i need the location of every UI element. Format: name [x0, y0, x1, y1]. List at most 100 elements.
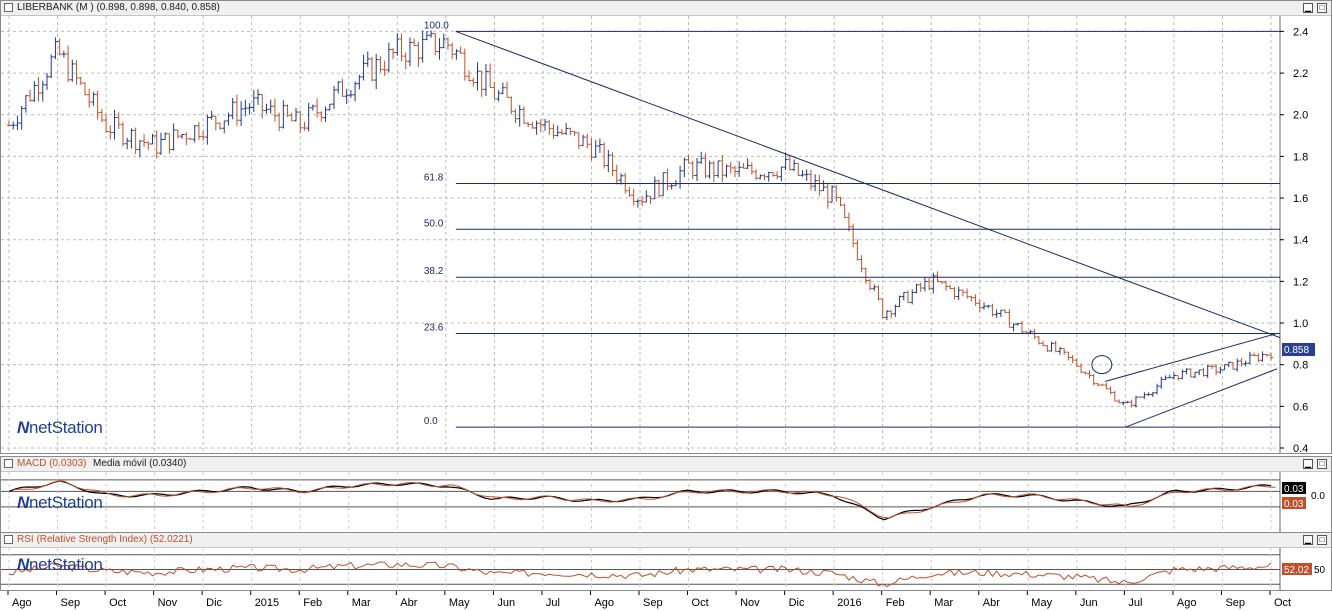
ohlc-bar — [150, 133, 155, 145]
ohlc-bar — [171, 123, 176, 151]
ohlc-bar — [500, 82, 505, 95]
ohlc-bar — [884, 310, 889, 321]
ohlc-bar — [981, 302, 986, 310]
ohlc-bar — [268, 99, 273, 114]
ohlc-bar — [323, 106, 328, 122]
ohlc-bar — [437, 38, 442, 60]
ohlc-bar — [555, 125, 560, 137]
price-panel: LIBERBANK (M ) (0.898, 0.898, 0.840, 0.8… — [0, 0, 1332, 454]
ohlc-bar — [737, 161, 742, 177]
ohlc-bar — [289, 112, 294, 122]
rsi-panel-header: RSI (Relative Strength Index) (52.0221) … — [1, 533, 1331, 548]
ohlc-bar — [471, 77, 476, 87]
ohlc-bar — [277, 112, 282, 132]
panel-menu-icon[interactable] — [4, 459, 13, 468]
ohlc-bar — [817, 174, 822, 196]
ohlc-bar — [281, 100, 286, 129]
ohlc-bar — [901, 291, 906, 301]
ohlc-bar — [1028, 329, 1033, 334]
ohlc-bar — [690, 160, 695, 180]
rsi-y-tick: 50 — [1314, 565, 1326, 576]
ohlc-bar — [1155, 383, 1160, 395]
ohlc-bar — [813, 174, 818, 192]
ohlc-bar — [331, 85, 336, 109]
y-tick-label: 2.4 — [1293, 26, 1308, 38]
ohlc-bar — [36, 77, 41, 102]
minimize-button[interactable]: ▁ — [1303, 459, 1313, 469]
ohlc-bar — [1176, 374, 1181, 381]
ohlc-bar — [129, 128, 134, 149]
y-tick-label: 1.8 — [1293, 151, 1308, 163]
ohlc-bar — [534, 120, 539, 135]
ohlc-bar — [969, 295, 974, 302]
panel-menu-icon[interactable] — [4, 3, 13, 12]
fib-label: 100.0 — [424, 20, 449, 31]
macd-chart: 0.03 0.03 0.0 — [1, 472, 1325, 533]
ohlc-bar — [779, 166, 784, 182]
ohlc-bar — [1205, 364, 1210, 378]
macd-value-1: 0.03 — [1284, 484, 1304, 495]
ohlc-bar — [547, 119, 552, 136]
ohlc-bar — [146, 141, 151, 151]
ohlc-bar — [1159, 376, 1164, 389]
ohlc-bar — [120, 122, 125, 147]
ohlc-bar — [834, 185, 839, 202]
ohlc-bar — [310, 104, 315, 111]
ohlc-bar — [830, 185, 835, 203]
maximize-button[interactable]: □ — [1317, 535, 1327, 545]
maximize-button[interactable]: □ — [1317, 459, 1327, 469]
ohlc-bar — [1066, 351, 1071, 361]
ohlc-bar — [644, 190, 649, 203]
panel-menu-icon[interactable] — [4, 535, 13, 544]
highlight-ellipse — [1091, 355, 1113, 375]
ohlc-bar — [66, 45, 71, 82]
ohlc-bar — [336, 81, 341, 94]
ohlc-bar — [825, 182, 830, 209]
ohlc-bar — [184, 132, 189, 146]
ohlc-bar — [15, 115, 20, 131]
ohlc-bar — [804, 169, 809, 181]
ohlc-bar — [49, 54, 54, 79]
ohlc-bar — [412, 38, 417, 47]
ohlc-bar — [1079, 363, 1084, 373]
rsi-title: RSI (Relative Strength Index) (52.0221) — [17, 534, 193, 545]
minimize-button[interactable]: ▁ — [1303, 535, 1313, 545]
ohlc-bar — [568, 127, 573, 136]
ohlc-bar — [897, 295, 902, 308]
ohlc-bar — [78, 76, 83, 86]
y-tick-label: 2.2 — [1293, 68, 1308, 80]
ohlc-bar — [648, 195, 653, 204]
ohlc-bar — [863, 267, 868, 284]
ohlc-bar — [378, 56, 383, 73]
logo-text: netStation — [28, 418, 103, 437]
ohlc-bar — [315, 98, 320, 118]
logo-text: netStation — [28, 493, 103, 512]
ohlc-bar — [424, 31, 429, 41]
y-tick-label: 0.4 — [1293, 443, 1308, 454]
minimize-button[interactable]: ▁ — [1303, 3, 1313, 13]
ohlc-bar — [711, 160, 716, 183]
ohlc-bar — [977, 299, 982, 312]
ohlc-bar — [960, 289, 965, 297]
ohlc-bar — [513, 109, 518, 123]
ohlc-bar — [585, 133, 590, 149]
ohlc-bar — [1112, 390, 1117, 402]
fib-label: 23.6 — [424, 322, 444, 333]
ohlc-bar — [230, 97, 235, 120]
maximize-button[interactable]: □ — [1317, 3, 1327, 13]
ohlc-bar — [441, 33, 446, 49]
logo-mark: N — [17, 418, 29, 437]
ohlc-bar — [1231, 361, 1236, 370]
ohlc-bar — [821, 180, 826, 192]
ohlc-bar — [175, 129, 180, 139]
ohlc-bar — [581, 134, 586, 147]
ohlc-bar — [572, 130, 577, 136]
ohlc-bar — [1180, 369, 1185, 380]
ohlc-bar — [53, 37, 58, 60]
x-tick-label: May — [1031, 597, 1052, 609]
ohlc-bar — [846, 212, 851, 232]
x-tick-label: 2016 — [837, 597, 861, 609]
ohlc-bar — [559, 129, 564, 136]
ohlc-bar — [180, 133, 185, 139]
ohlc-bar — [125, 137, 130, 150]
